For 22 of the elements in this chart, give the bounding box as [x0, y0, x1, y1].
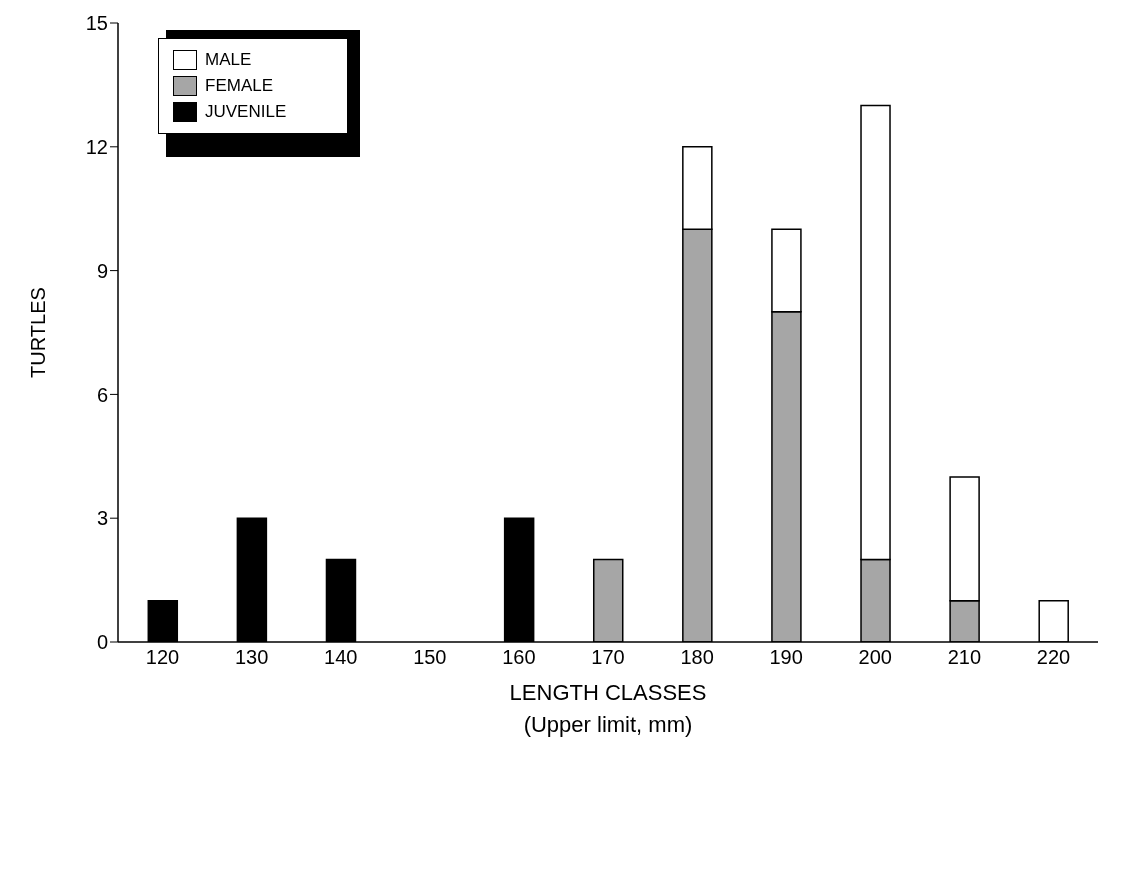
x-tick-label: 190	[769, 646, 803, 669]
legend-label: FEMALE	[205, 76, 274, 96]
x-tick-label: 170	[591, 646, 625, 669]
x-tick-label: 180	[680, 646, 714, 669]
x-tick-label: 130	[234, 646, 269, 669]
x-tick-label: 220	[1036, 646, 1071, 669]
legend-label: JUVENILE	[205, 102, 287, 122]
y-tick-label: 12	[85, 135, 108, 158]
y-tick-label: 3	[96, 507, 108, 530]
y-tick-label: 6	[96, 383, 108, 406]
x-tick-label: 140	[324, 646, 358, 669]
x-tick-label: 210	[947, 646, 982, 669]
y-tick-label: 0	[96, 631, 108, 654]
x-tick-label: 200	[858, 646, 892, 669]
y-axis-title: TURTLES	[27, 287, 50, 378]
legend-label: MALE	[205, 50, 252, 70]
y-tick-label: 15	[85, 12, 108, 35]
x-axis-title: LENGTH CLASSES (Upper limit, mm)	[509, 680, 707, 737]
x-tick-label: 160	[502, 646, 536, 669]
x-tick-label: 120	[145, 646, 180, 669]
y-tick-label: 9	[96, 259, 108, 282]
x-tick-label: 150	[413, 646, 447, 669]
